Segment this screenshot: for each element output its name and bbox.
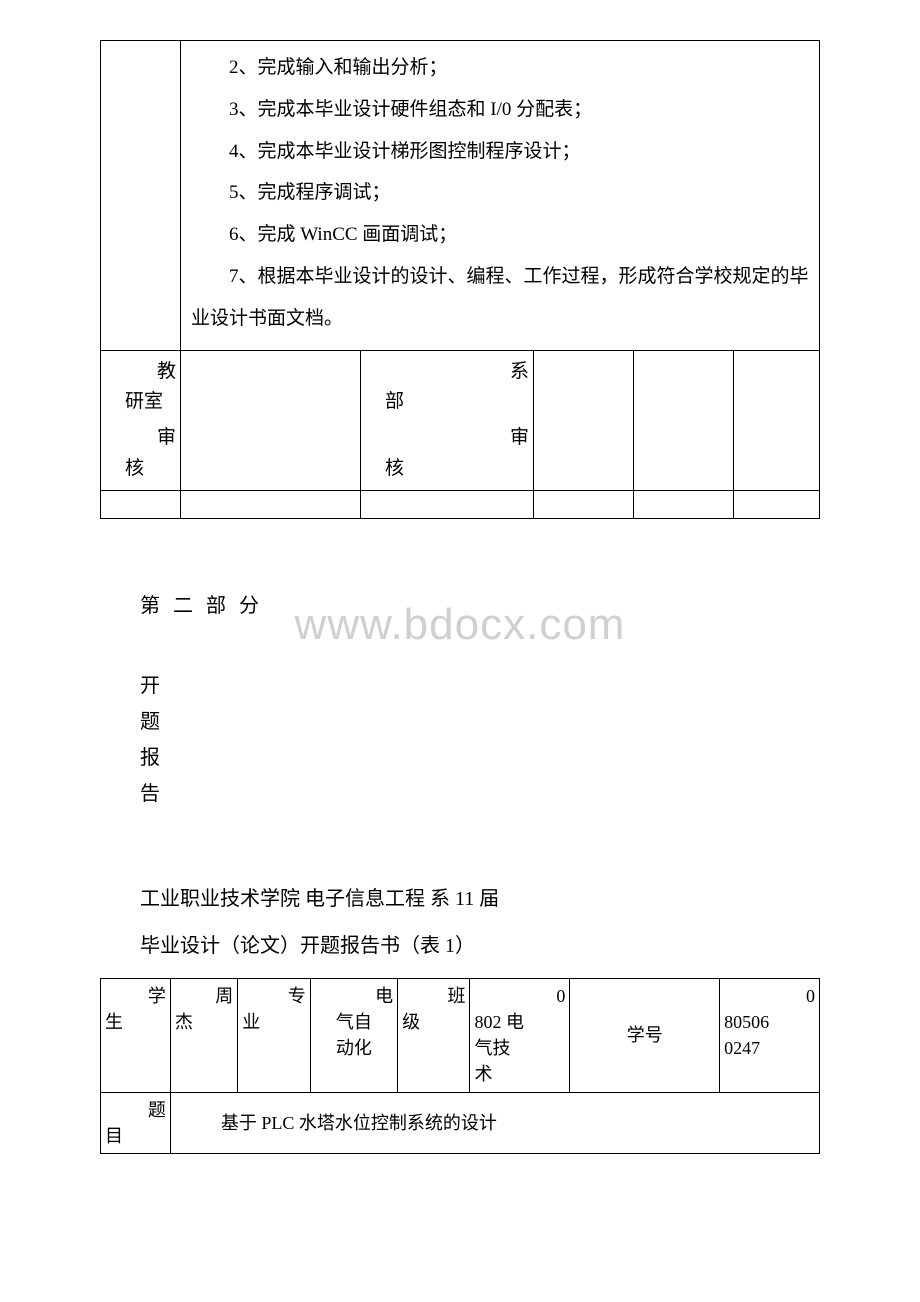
label-topic: 题 目: [101, 1092, 171, 1153]
report-title: 毕业设计（论文）开题报告书（表 1）: [140, 929, 820, 958]
label-id: 学号: [570, 979, 720, 1092]
content-line-7: 7、根据本毕业设计的设计、编程、工作过程，形成符合学校规定的毕业设计书面文档。: [191, 256, 809, 340]
institution-text: 工业职业技术学院 电子信息工程 系 11 届: [140, 882, 820, 911]
label-student: 学 生: [101, 979, 171, 1092]
approval-cell-right: 系 部 审 核: [361, 350, 534, 491]
value-class: 0 802 电 气技 术: [470, 979, 570, 1092]
task-table: 2、完成输入和输出分析； 3、完成本毕业设计硬件组态和 I/0 分配表； 4、完…: [100, 40, 820, 519]
content-line-6: 6、完成 WinCC 画面调试；: [191, 214, 809, 256]
section-title: 第 二 部 分: [140, 589, 820, 618]
content-line-2: 2、完成输入和输出分析；: [191, 47, 809, 89]
content-line-5: 5、完成程序调试；: [191, 172, 809, 214]
content-line-4: 4、完成本毕业设计梯形图控制程序设计；: [191, 131, 809, 173]
value-student: 周 杰: [170, 979, 237, 1092]
label-major: 专 业: [238, 979, 310, 1092]
value-major: 电 气自 动化: [310, 979, 397, 1092]
value-id: 0 80506 0247: [720, 979, 820, 1092]
label-class: 班 级: [398, 979, 470, 1092]
empty-row: [101, 491, 820, 519]
vertical-section-label: 开 题 报 告: [140, 668, 820, 812]
approval-cell-left: 教 研室 审 核: [101, 350, 181, 491]
info-table: 学 生 周 杰 专 业 电 气自 动化 班 级: [100, 978, 820, 1154]
content-line-3: 3、完成本毕业设计硬件组态和 I/0 分配表；: [191, 89, 809, 131]
value-topic: 基于 PLC 水塔水位控制系统的设计: [170, 1092, 819, 1153]
